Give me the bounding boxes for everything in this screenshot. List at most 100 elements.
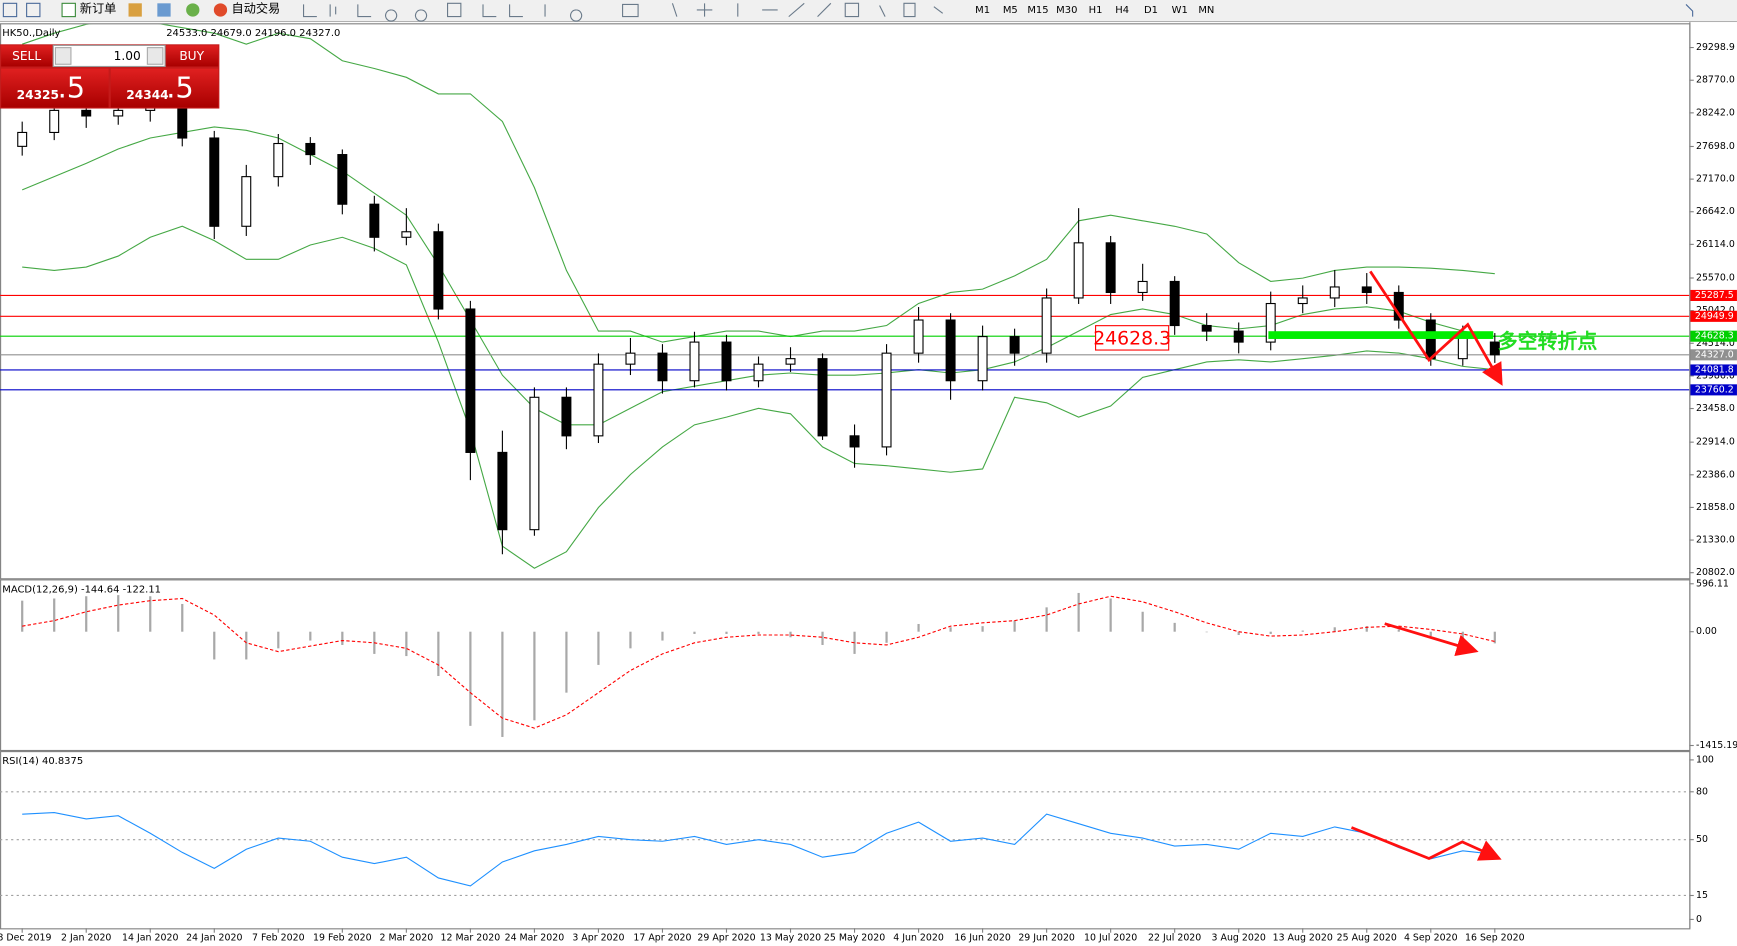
turning-point-label: 多空转折点 (1498, 329, 1598, 353)
icon[interactable] (157, 3, 171, 17)
pane-title: MACD(12,26,9) -144.64 -122.11 (2, 584, 161, 595)
lots-input[interactable] (52, 44, 166, 68)
level-label-box (1690, 349, 1737, 361)
macd-bar (885, 631, 888, 643)
candle-body (785, 358, 796, 365)
y-tick-label: 25042.0 (1696, 305, 1735, 316)
timeframe-button[interactable]: H4 (1115, 5, 1129, 16)
icon[interactable] (128, 3, 142, 17)
macd-bar (277, 631, 280, 649)
candle-body (881, 352, 892, 448)
x-tick-label: 2 Mar 2020 (380, 933, 434, 944)
icon[interactable] (186, 3, 200, 17)
level-label-box (1690, 310, 1737, 322)
macd-bar (245, 631, 248, 660)
timeframe-button[interactable]: M30 (1056, 5, 1077, 16)
new-order-button[interactable]: 新订单 (80, 0, 117, 15)
candle-body (753, 363, 764, 382)
x-tick-label: 12 Mar 2020 (441, 933, 501, 944)
candle-body (945, 319, 956, 382)
icon[interactable] (2, 2, 18, 18)
macd-bar (1333, 627, 1336, 632)
candle-body (561, 396, 572, 437)
timeframe-button[interactable]: W1 (1172, 5, 1188, 16)
macd-bar (789, 631, 792, 638)
timeframe-button[interactable]: D1 (1144, 5, 1158, 16)
macd-bar (469, 631, 472, 726)
auto-trading-icon[interactable] (213, 3, 228, 17)
timeframe-bar: M1 M5 M15 M30 H1 H4 D1 W1 MN (975, 5, 1214, 16)
macd-bar (341, 631, 344, 645)
candle-body (273, 142, 284, 178)
candle-body (1457, 336, 1468, 360)
candle-body (497, 451, 508, 531)
level-label: 24949.9 (1695, 311, 1734, 322)
buy-label[interactable]: BUY (179, 49, 204, 63)
buy-price[interactable]: 24344 (126, 88, 168, 102)
x-tick-label: 3 Aug 2020 (1212, 933, 1266, 944)
sell-label[interactable]: SELL (12, 49, 41, 63)
timeframe-button[interactable]: H1 (1089, 5, 1103, 16)
sell-price-box[interactable] (1, 68, 109, 108)
macd-bar (629, 631, 632, 649)
timeframe-button[interactable]: M15 (1027, 5, 1048, 16)
y-tick-label: 596.11 (1696, 578, 1729, 589)
y-tick-label: 0.00 (1696, 626, 1717, 637)
icon[interactable] (1685, 4, 1694, 17)
bollinger-band (22, 225, 1495, 569)
timeframe-button[interactable]: M1 (975, 5, 990, 16)
buy-button[interactable] (166, 45, 219, 67)
sell-price[interactable]: 24325 (17, 88, 59, 102)
macd-bar (1109, 598, 1112, 632)
x-tick-label: 8 Dec 2019 (0, 933, 51, 944)
sell-button[interactable] (1, 45, 53, 67)
macd-bar (1493, 631, 1496, 644)
macd-bar (981, 626, 984, 632)
auto-trading-button[interactable]: 自动交易 (232, 0, 281, 15)
y-tick-label: 27698.0 (1696, 141, 1735, 152)
candle-body (1169, 280, 1180, 327)
macd-bar (1365, 626, 1368, 632)
level-label: 24327.0 (1695, 349, 1734, 360)
x-tick-label: 24 Jan 2020 (186, 933, 242, 944)
x-tick-label: 29 Jun 2020 (1018, 933, 1075, 944)
macd-bar (21, 600, 24, 632)
candle-body (1361, 286, 1372, 294)
y-tick-label: 28242.0 (1696, 107, 1735, 118)
buy-price-box[interactable] (110, 68, 219, 108)
timeframe-button[interactable]: MN (1198, 5, 1214, 16)
y-tick-label: 28770.0 (1696, 75, 1735, 86)
macd-bar (693, 631, 696, 634)
macd-arrow (1384, 622, 1479, 657)
lots-down[interactable] (54, 47, 72, 65)
macd-bar (1045, 607, 1048, 632)
candle-body (1233, 330, 1244, 343)
macd-bar (501, 631, 504, 737)
macd-signal (22, 595, 1495, 729)
lots-value[interactable]: 1.00 (114, 49, 141, 63)
candle-body (1041, 297, 1052, 354)
x-tick-label: 4 Sep 2020 (1404, 933, 1458, 944)
y-tick-label: 15 (1696, 890, 1708, 901)
macd-bar (181, 603, 184, 632)
icon[interactable] (26, 2, 41, 18)
x-tick-label: 16 Sep 2020 (1465, 933, 1525, 944)
rsi-arrow (1350, 826, 1502, 861)
level-label: 23760.2 (1695, 384, 1734, 395)
macd-bar (309, 631, 312, 641)
price-annotation-box (1095, 325, 1170, 351)
y-tick-label: 26642.0 (1696, 206, 1735, 217)
macd-bar (1397, 629, 1400, 632)
new-order-icon[interactable] (61, 2, 76, 18)
buy-pip[interactable]: .5 (166, 71, 193, 105)
candle-body (1329, 286, 1340, 299)
macd-bar (213, 631, 216, 660)
x-tick-label: 25 May 2020 (824, 933, 885, 944)
candle-body (689, 341, 700, 382)
macd-bar (1205, 631, 1208, 633)
sell-pip[interactable]: .5 (58, 71, 85, 105)
lots-up[interactable] (146, 47, 164, 65)
price-annotation: 24628.3 (1093, 328, 1171, 349)
x-tick-label: 3 Apr 2020 (572, 933, 624, 944)
timeframe-button[interactable]: M5 (1003, 5, 1018, 16)
